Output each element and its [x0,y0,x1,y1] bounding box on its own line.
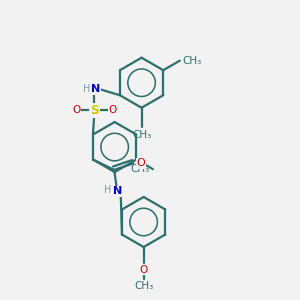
Text: O: O [137,158,146,168]
Text: H: H [104,184,111,195]
Text: CH₃: CH₃ [183,56,202,66]
Text: O: O [140,265,148,275]
Text: N: N [112,186,122,196]
Text: N: N [91,84,101,94]
Text: CH₃: CH₃ [132,130,151,140]
Text: H: H [82,84,90,94]
Text: CH₃: CH₃ [130,164,149,174]
Text: O: O [109,105,117,116]
Text: S: S [90,104,99,117]
Text: O: O [72,105,80,116]
Text: CH₃: CH₃ [134,281,153,291]
